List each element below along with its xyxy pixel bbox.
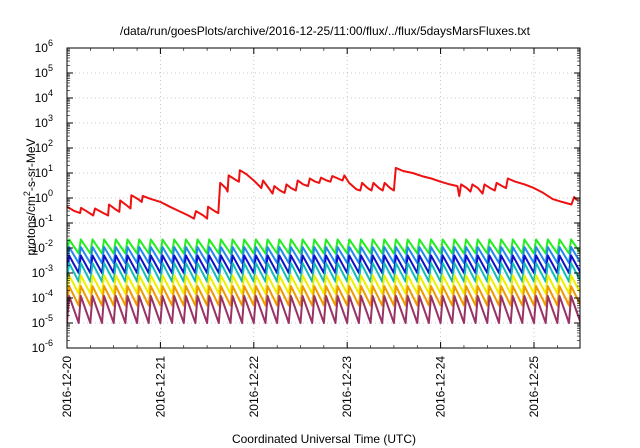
y-tick-label: 10-3	[32, 263, 53, 280]
x-ticks: 2016-12-20 2016-12-21 2016-12-22 2016-12-23…	[60, 48, 558, 418]
series-line-6	[67, 285, 580, 307]
y-tick-label-base: 10	[35, 141, 49, 155]
series-line-5	[67, 274, 580, 295]
y-tick-label-exp: 4	[48, 88, 53, 98]
y-tick-label-exp: -4	[45, 288, 53, 298]
y-ticks: 10-610-510-410-310-210-11001011021031041…	[32, 38, 580, 355]
svg-text:protons/cm2-s-sr-MeV: protons/cm2-s-sr-MeV	[22, 138, 38, 255]
y-tick-label: 102	[35, 138, 53, 155]
series-line-2	[67, 246, 580, 265]
y-tick-label: 10-4	[32, 288, 53, 305]
series-line-1	[67, 238, 580, 255]
y-tick-label-exp: -5	[45, 313, 53, 323]
y-tick-label-base: 10	[35, 166, 49, 180]
x-axis-label: Coordinated Universal Time (UTC)	[232, 432, 416, 446]
y-tick-label-exp: 0	[48, 188, 53, 198]
y-axis-label: protons/cm2-s-sr-MeV	[22, 138, 38, 255]
series-line-4	[67, 262, 580, 283]
y-tick-label-base: 10	[35, 116, 49, 130]
y-axis-label-sup: 2	[22, 191, 32, 196]
x-tick-label: 2016-12-22	[247, 356, 261, 418]
x-tick-label: 2016-12-20	[60, 356, 74, 418]
x-tick-label: 2016-12-24	[434, 356, 448, 418]
y-tick-label-exp: -3	[45, 263, 53, 273]
y-axis-label-base: protons/cm	[24, 196, 38, 255]
y-tick-label-exp: 3	[48, 113, 53, 123]
y-tick-label: 10-1	[32, 213, 53, 230]
y-tick-label-exp: 5	[48, 63, 53, 73]
y-tick-label-exp: 1	[48, 163, 53, 173]
y-tick-label-base: 10	[32, 291, 46, 305]
y-tick-label: 10-5	[32, 313, 53, 330]
chart-title: /data/run/goesPlots/archive/2016-12-25/1…	[120, 24, 531, 38]
y-tick-label-exp: 2	[48, 138, 53, 148]
x-tick-label: 2016-12-23	[340, 356, 354, 418]
y-tick-label-exp: -2	[45, 238, 53, 248]
y-tick-label-base: 10	[35, 91, 49, 105]
series-group	[67, 166, 580, 324]
y-tick-label-base: 10	[35, 41, 49, 55]
y-tick-label-base: 10	[32, 316, 46, 330]
y-tick-label: 103	[35, 113, 53, 130]
x-tick-label: 2016-12-21	[153, 356, 167, 418]
y-tick-label: 100	[35, 188, 53, 205]
y-tick-label-exp: -6	[45, 338, 53, 348]
y-axis-label-rest: -s-sr-MeV	[24, 138, 38, 191]
y-tick-label-base: 10	[32, 241, 46, 255]
series-line-7	[67, 295, 580, 324]
y-tick-label: 106	[35, 38, 53, 55]
y-tick-label-base: 10	[32, 341, 46, 355]
series-line-3	[67, 254, 580, 274]
series-line-0	[67, 166, 578, 220]
y-tick-label: 10-2	[32, 238, 53, 255]
y-tick-label: 10-6	[32, 338, 53, 355]
y-tick-label-base: 10	[35, 191, 49, 205]
y-tick-label-exp: 6	[48, 38, 53, 48]
y-tick-label-base: 10	[32, 266, 46, 280]
x-tick-label: 2016-12-25	[527, 356, 541, 418]
y-tick-label-base: 10	[35, 66, 49, 80]
y-tick-label: 101	[35, 163, 53, 180]
y-tick-label: 105	[35, 63, 53, 80]
y-tick-label-exp: -1	[45, 213, 53, 223]
y-tick-label: 104	[35, 88, 53, 105]
y-tick-label-base: 10	[32, 216, 46, 230]
